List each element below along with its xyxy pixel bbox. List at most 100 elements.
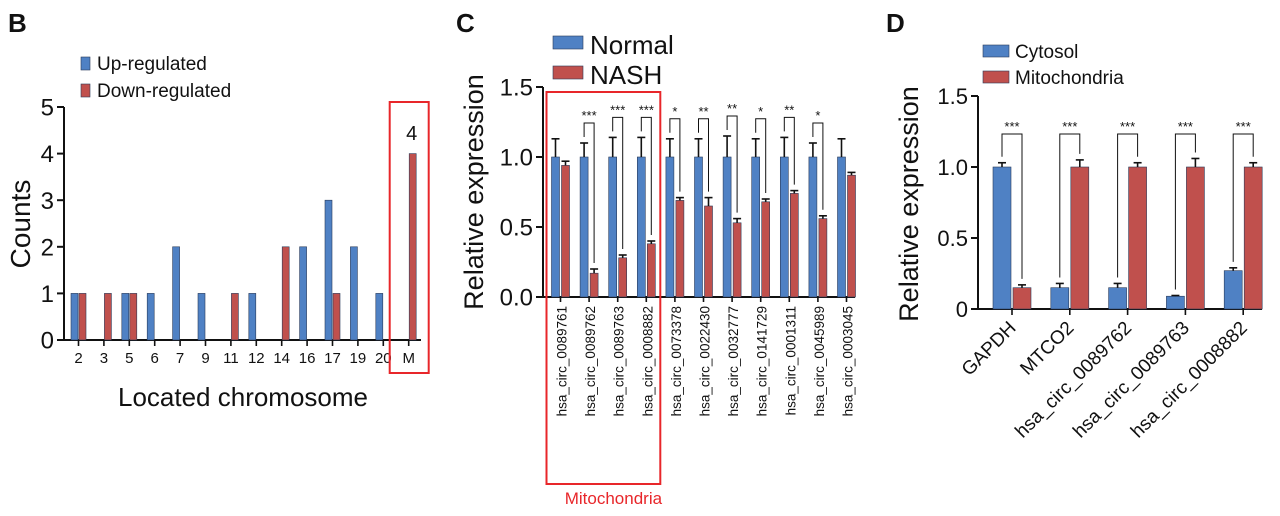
cytosol-bar-hsa_circ_0089762	[1108, 287, 1127, 310]
nash-bar-hsa_circ_0001311	[789, 193, 799, 298]
significance-label: ***	[639, 102, 654, 117]
significance-bracket	[1001, 133, 1023, 279]
down-regulated-bar-14	[281, 246, 290, 341]
x-tick-label: hsa_circ_0022430	[698, 306, 713, 416]
legend-swatch-cytosol	[982, 44, 1010, 58]
x-tick-label: 5	[125, 350, 133, 367]
legend-label-cytosol: Cytosol	[1015, 42, 1078, 63]
highlight-box-mitochondria	[545, 91, 662, 485]
y-axis-label: Relative expression	[459, 74, 489, 310]
panel-c-letter: C	[456, 8, 475, 38]
highlight-box-m	[388, 101, 430, 374]
x-tick-label: hsa_circ_0008882	[640, 306, 655, 416]
cytosol-bar-hsa_circ_0089763	[1166, 295, 1185, 310]
nash-bar-hsa_circ_0032777	[732, 222, 742, 298]
normal-bar-hsa_circ_0003045	[837, 156, 846, 298]
down-regulated-bar-5	[129, 293, 138, 341]
x-tick-label: hsa_circ_0003045	[841, 306, 856, 416]
y-tick-label: 0.5	[937, 226, 968, 251]
up-regulated-bar-20	[375, 293, 384, 341]
down-regulated-bar-M	[408, 153, 417, 341]
x-tick-label: 16	[299, 350, 316, 367]
legend-swatch-down	[80, 83, 91, 98]
cytosol-bar-hsa_circ_0008882	[1223, 270, 1243, 310]
y-tick-label: 3	[41, 188, 54, 215]
nash-bar-hsa_circ_0141729	[761, 201, 771, 298]
nash-bar-hsa_circ_0022430	[704, 205, 713, 298]
significance-bracket	[1059, 133, 1081, 278]
legend-label-up: Up-regulated	[97, 54, 207, 75]
legend-label-down: Down-regulated	[97, 81, 231, 102]
significance-label: ***	[582, 108, 597, 123]
significance-label: ***	[1004, 119, 1019, 134]
significance-label: ***	[610, 102, 625, 117]
significance-label: **	[698, 104, 708, 119]
down-regulated-bar-17	[332, 293, 341, 341]
up-regulated-bar-2	[70, 293, 79, 341]
x-tick-label: hsa_circ_0141729	[755, 306, 770, 416]
significance-bracket	[640, 116, 652, 235]
up-regulated-bar-19	[350, 246, 358, 341]
significance-bracket	[812, 122, 824, 210]
nash-bar-hsa_circ_0089762	[589, 272, 599, 298]
legend-swatch-normal	[552, 35, 584, 50]
nash-bar-hsa_circ_0089761	[561, 165, 570, 298]
x-tick-label: hsa_circ_0073378	[669, 306, 684, 416]
nash-bar-hsa_circ_0073378	[675, 200, 685, 298]
nash-bar-hsa_circ_0003045	[847, 174, 856, 298]
normal-bar-hsa_circ_0008882	[636, 156, 646, 298]
significance-bracket	[755, 118, 767, 193]
x-axis-label: Located chromosome	[118, 382, 368, 412]
x-tick-label: 17	[324, 350, 341, 367]
legend-swatch-up	[80, 56, 91, 71]
y-tick-label: 1.5	[500, 75, 533, 102]
x-tick-label: 2	[74, 350, 82, 367]
significance-label: ***	[1120, 119, 1135, 134]
x-tick-label: GAPDH	[958, 318, 1021, 381]
highlight-label: Mitochondria	[565, 489, 663, 508]
y-tick-label: 1	[41, 281, 54, 308]
y-tick-label: 1.5	[937, 84, 968, 109]
up-regulated-bar-12	[248, 293, 257, 341]
normal-bar-hsa_circ_0032777	[722, 156, 732, 298]
normal-bar-hsa_circ_0141729	[751, 156, 761, 298]
normal-bar-hsa_circ_0089763	[608, 156, 618, 298]
significance-label: ***	[1178, 119, 1193, 134]
x-tick-label: 20	[375, 350, 392, 367]
significance-bracket	[612, 116, 624, 249]
up-regulated-bar-16	[299, 246, 307, 341]
x-tick-label: 11	[223, 350, 239, 367]
y-tick-label: 0.5	[500, 215, 533, 242]
significance-bracket	[669, 118, 681, 192]
down-regulated-bar-3	[104, 293, 112, 341]
cytosol-bar-MTCO2	[1050, 287, 1070, 310]
y-axis-label: Relative expression	[894, 86, 924, 322]
x-tick-label: 7	[176, 350, 184, 367]
normal-bar-hsa_circ_0045989	[808, 156, 818, 298]
mitochondria-bar-hsa_circ_0089763	[1186, 166, 1205, 310]
mitochondria-bar-GAPDH	[1012, 287, 1032, 310]
significance-label: **	[784, 102, 794, 117]
significance-bracket	[1174, 133, 1196, 290]
chart-c: 0.0 0.5 1.0 1.5 Relative expression hsa_circ_…	[459, 30, 856, 508]
x-tick-label: hsa_circ_0089763	[612, 306, 627, 416]
legend-swatch-nash	[552, 65, 584, 80]
up-regulated-bar-7	[172, 246, 180, 341]
y-tick-label: 0	[41, 328, 54, 355]
x-tick-label: 14	[273, 350, 290, 367]
significance-label: *	[758, 104, 763, 119]
up-regulated-bar-17	[324, 199, 333, 341]
nash-bar-hsa_circ_0008882	[646, 243, 656, 298]
significance-label: ***	[1062, 119, 1077, 134]
significance-label: *	[815, 108, 820, 123]
x-tick-label: 9	[201, 350, 209, 367]
mitochondria-bar-MTCO2	[1070, 166, 1090, 310]
x-tick-label: 19	[350, 350, 367, 367]
y-tick-label: 0.0	[500, 285, 533, 312]
x-tick-label: 12	[248, 350, 265, 367]
cytosol-bar-GAPDH	[992, 166, 1012, 310]
significance-label: ***	[1236, 119, 1251, 134]
y-tick-label: 0	[956, 297, 968, 322]
